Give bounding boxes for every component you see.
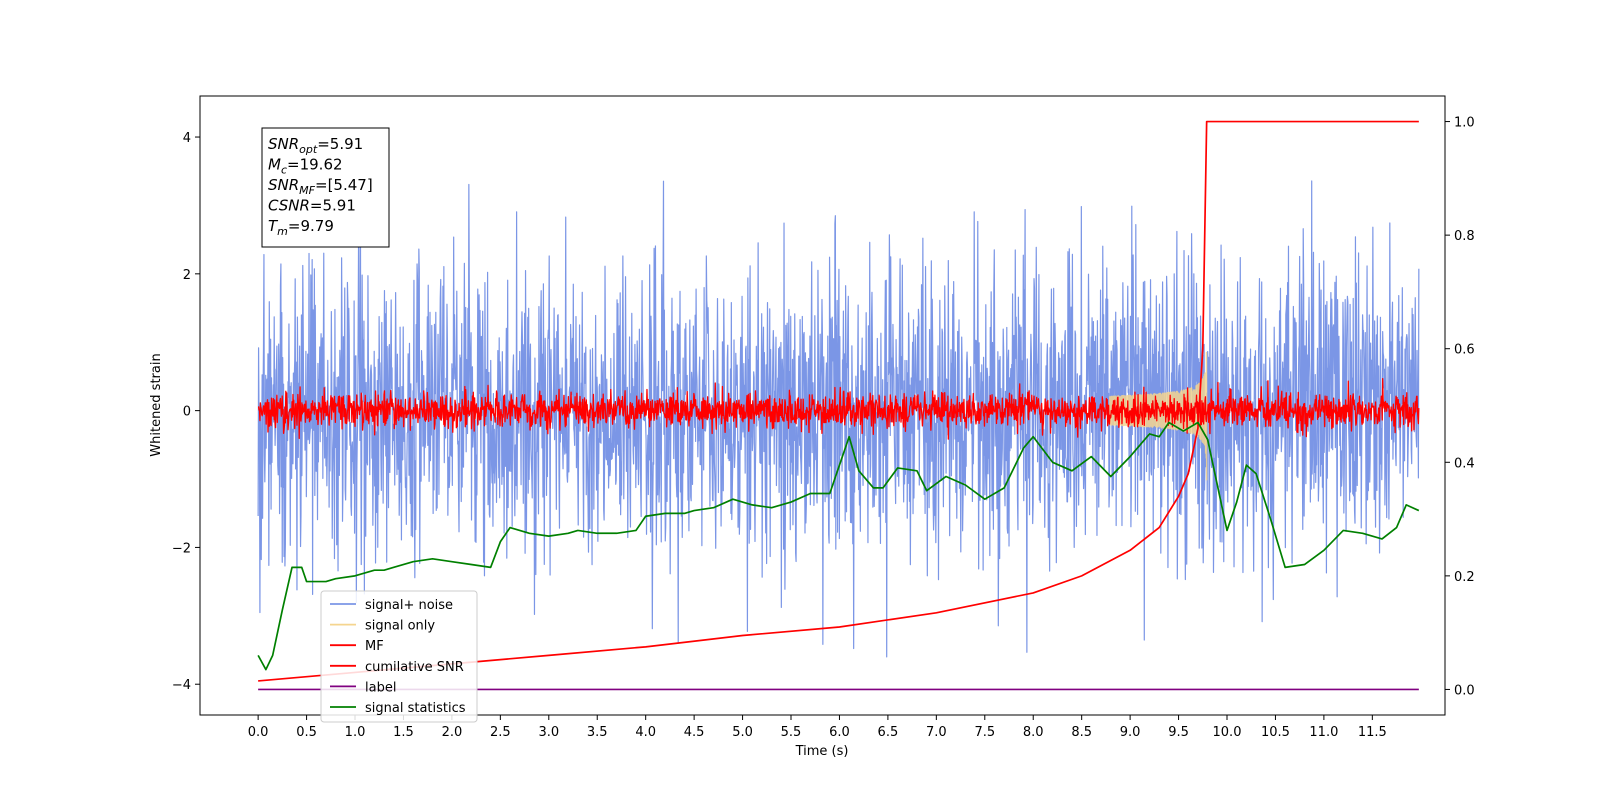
x-tick-label: 8.0 xyxy=(1023,725,1044,740)
annotation-frame xyxy=(261,127,390,248)
y-axis-label: Whitened strain xyxy=(149,353,164,456)
x-tick-label: 9.5 xyxy=(1168,725,1189,740)
x-tick-label: 1.0 xyxy=(345,725,366,740)
x-tick-label: 10.5 xyxy=(1261,725,1290,740)
x-tick-label: 6.5 xyxy=(878,725,899,740)
y2-tick-label: 0.2 xyxy=(1454,570,1475,585)
plot-frame xyxy=(199,95,1446,716)
legend-entry: signal statistics xyxy=(365,701,466,716)
axis-layer: 0.0 0.5 1.0 1.5 2.0 2.5 3.0 3.5 4.0 4.5 5.0 5.5 6.0 6… xyxy=(172,116,1475,740)
annotation-line: Mc=19.62 xyxy=(268,156,343,177)
x-tick-label: 4.0 xyxy=(635,725,656,740)
series-line-0 xyxy=(257,169,1420,658)
y2-tick-label: 0.4 xyxy=(1454,456,1475,471)
y2-tick-label: 1.0 xyxy=(1454,116,1475,131)
x-tick-label: 4.5 xyxy=(684,725,705,740)
y-tick-label: 4 xyxy=(183,131,191,146)
annotation-line: SNRMF=[5.47] xyxy=(268,176,373,197)
legend-entry: cumilative SNR xyxy=(365,660,464,675)
y-tick-label: 0 xyxy=(183,405,191,420)
series-line-2 xyxy=(257,377,1420,440)
x-tick-label: 10.0 xyxy=(1213,725,1242,740)
x-tick-label: 0.5 xyxy=(296,725,317,740)
legend-entry: signal+ noise xyxy=(365,598,453,613)
x-tick-label: 3.5 xyxy=(587,725,608,740)
legend-entry: signal only xyxy=(365,619,435,634)
annotation-line: CSNR=5.91 xyxy=(268,197,356,215)
series-line-1 xyxy=(1109,351,1208,481)
x-tick-label: 7.5 xyxy=(974,725,995,740)
x-axis-label: Time (s) xyxy=(795,744,849,759)
x-tick-label: 0.0 xyxy=(248,725,269,740)
x-tick-label: 11.5 xyxy=(1358,725,1387,740)
y2-tick-label: 0.0 xyxy=(1454,683,1475,698)
x-tick-label: 11.0 xyxy=(1309,725,1338,740)
y-tick-label: 2 xyxy=(183,268,191,283)
legend-entry: label xyxy=(365,680,396,695)
series-line-5 xyxy=(257,421,1420,671)
x-tick-label: 7.0 xyxy=(926,725,947,740)
x-tick-label: 9.0 xyxy=(1120,725,1141,740)
y2-tick-label: 0.6 xyxy=(1454,343,1475,358)
legend-frame xyxy=(320,590,478,723)
y-tick-label: −4 xyxy=(172,678,191,693)
series-line-3 xyxy=(258,120,1419,682)
annotation-line: Tm=9.79 xyxy=(268,217,334,238)
x-tick-label: 2.5 xyxy=(490,725,511,740)
x-tick-label: 5.5 xyxy=(781,725,802,740)
y2-tick-label: 0.8 xyxy=(1454,229,1475,244)
x-tick-label: 1.5 xyxy=(393,725,414,740)
annotation-line: SNRopt=5.91 xyxy=(268,135,363,156)
x-tick-label: 5.0 xyxy=(732,725,753,740)
x-tick-label: 8.5 xyxy=(1071,725,1092,740)
stats-annotation-box: SNRopt=5.91Mc=19.62SNRMF=[5.47]CSNR=5.91… xyxy=(261,127,390,248)
legend: signal+ noise signal only MF cumilative SNR… xyxy=(320,590,478,723)
legend-entry: MF xyxy=(365,639,384,654)
y-tick-label: −2 xyxy=(172,541,191,556)
x-tick-label: 3.0 xyxy=(538,725,559,740)
x-tick-label: 2.0 xyxy=(442,725,463,740)
x-tick-label: 6.0 xyxy=(829,725,850,740)
